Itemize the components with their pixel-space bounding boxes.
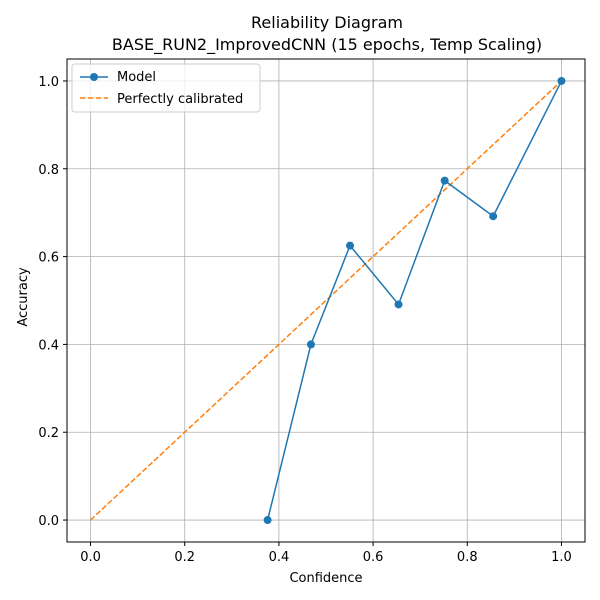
y-tick-label: 0.4 — [38, 338, 59, 353]
model-point — [394, 300, 403, 309]
legend: Model Perfectly calibrated — [71, 63, 261, 113]
chart-title-line2: BASE_RUN2_ImprovedCNN (15 epochs, Temp S… — [112, 35, 542, 55]
x-tick-label: 0.0 — [80, 550, 101, 565]
x-axis-label: Confidence — [289, 571, 362, 586]
series-line-perfectly-calibrated — [90, 80, 562, 521]
model-point — [557, 76, 566, 85]
axis-ticks: 0.0 0.2 0.4 0.6 0.8 1.0 0.0 0.2 0.4 0.6 0.8 1.0 — [38, 75, 571, 565]
axes-frame — [66, 58, 586, 543]
x-tick-label: 0.6 — [363, 550, 384, 565]
legend-model-marker — [90, 73, 98, 81]
series-line-model — [266, 80, 563, 521]
model-point — [263, 516, 272, 525]
y-axis-label: Accuracy — [16, 267, 31, 327]
model-point — [489, 212, 498, 221]
chart-title-line1: Reliability Diagram — [251, 13, 403, 32]
plot-area — [90, 76, 566, 525]
x-tick-label: 0.2 — [174, 550, 195, 565]
model-point — [346, 241, 355, 250]
legend-calibrated-label: Perfectly calibrated — [117, 92, 243, 107]
y-tick-label: 0.6 — [38, 251, 59, 266]
x-tick-label: 0.8 — [457, 550, 478, 565]
y-tick-label: 0.0 — [38, 514, 59, 529]
model-point — [440, 176, 449, 185]
x-tick-label: 0.4 — [269, 550, 290, 565]
legend-model-label: Model — [117, 70, 156, 85]
y-tick-label: 1.0 — [38, 75, 59, 90]
y-tick-label: 0.2 — [38, 426, 59, 441]
y-tick-label: 0.8 — [38, 163, 59, 178]
legend-box — [71, 63, 261, 113]
model-point — [306, 340, 315, 349]
x-tick-label: 1.0 — [551, 550, 572, 565]
